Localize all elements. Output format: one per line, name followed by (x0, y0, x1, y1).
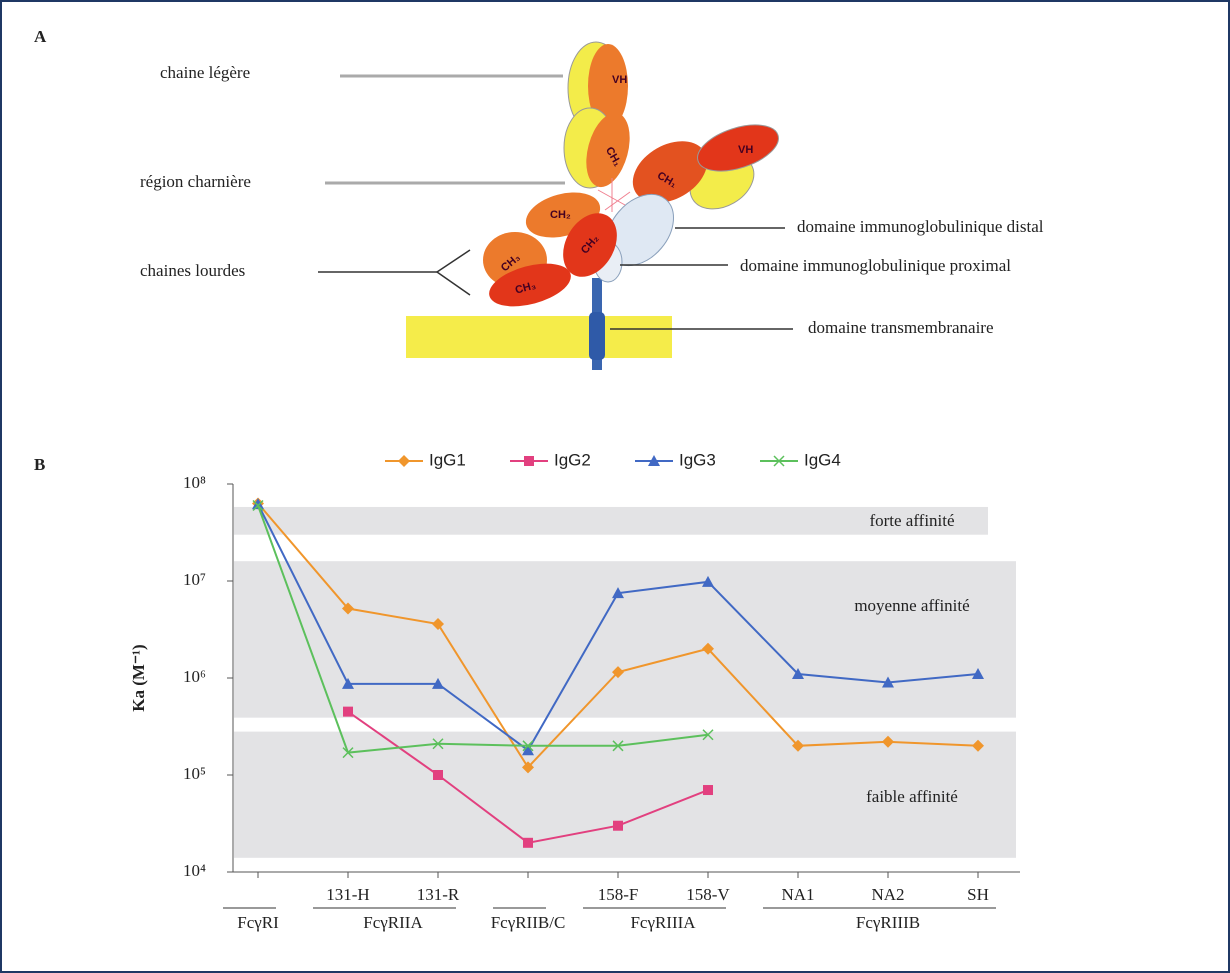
group-label: FcγRIIB/C (491, 913, 566, 932)
x-tick-label: 158-F (598, 885, 639, 904)
y-tick-label: 10⁶ (183, 667, 206, 686)
annotation: domaine transmembranaire (808, 318, 994, 337)
x-tick-label: NA1 (781, 885, 814, 904)
marker (524, 456, 534, 466)
y-axis-label: Ka (M⁻¹) (129, 644, 148, 711)
domain-label: VH (612, 74, 627, 86)
group-label: FcγRIIIB (856, 913, 920, 932)
group-label: FcγRIIA (363, 913, 423, 932)
membrane (406, 316, 672, 358)
annotation: chaines lourdes (140, 261, 245, 280)
legend-label: IgG3 (679, 450, 716, 469)
legend-label: IgG1 (429, 450, 466, 469)
transmembrane (589, 312, 605, 360)
y-tick-label: 10⁷ (183, 570, 206, 589)
marker (703, 785, 713, 795)
figure: A VH CH₁ VH CH₁ CH₂ CH₂ CH₃ CH₃ (0, 0, 1230, 973)
x-tick-label: 158-V (686, 885, 730, 904)
annotation: chaine légère (160, 63, 250, 82)
x-tick-label: 131-R (417, 885, 460, 904)
panel-label: A (34, 27, 47, 46)
marker (523, 838, 533, 848)
legend-label: IgG2 (554, 450, 591, 469)
y-tick-label: 10⁸ (183, 473, 206, 492)
y-tick-label: 10⁵ (183, 764, 206, 783)
legend-label: IgG4 (804, 450, 841, 469)
y-tick-label: 10⁴ (183, 861, 206, 880)
panel-label: B (34, 455, 45, 474)
band-label: moyenne affinité (854, 596, 969, 615)
x-tick-label: 131-H (326, 885, 369, 904)
band-label: faible affinité (866, 787, 958, 806)
marker (343, 707, 353, 717)
group-label: FcγRIIIA (630, 913, 696, 932)
annotation: domaine immunoglobulinique proximal (740, 256, 1011, 275)
band-label: forte affinité (869, 511, 954, 530)
marker (433, 770, 443, 780)
domain-label: VH (738, 144, 753, 156)
x-tick-label: SH (967, 885, 989, 904)
marker (613, 821, 623, 831)
annotation: région charnière (140, 172, 251, 191)
affinity-band (234, 561, 1016, 717)
domain-label: CH₂ (550, 209, 571, 221)
group-label: FcγRI (237, 913, 279, 932)
x-tick-label: NA2 (871, 885, 904, 904)
annotation: domaine immunoglobulinique distal (797, 217, 1044, 236)
